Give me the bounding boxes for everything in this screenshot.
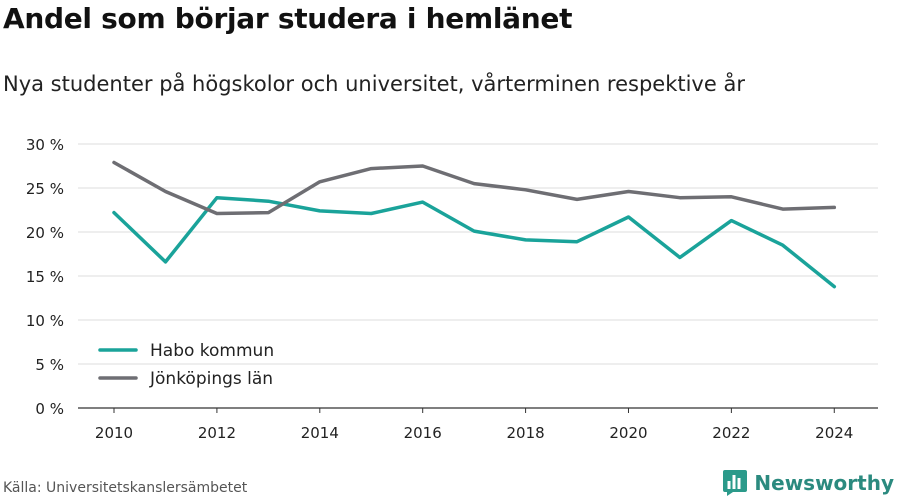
series-line-habo-kommun	[112, 195, 837, 289]
x-tick-label: 2010	[95, 424, 133, 442]
data-series	[112, 160, 837, 289]
series-line-jonkopings-lan	[112, 160, 837, 216]
legend-label: Habo kommun	[150, 341, 274, 361]
chart-subtitle: Nya studenter på högskolor och universit…	[3, 72, 745, 96]
y-tick-label: 25 %	[26, 180, 64, 198]
y-tick-label: 30 %	[26, 136, 64, 154]
x-tick-label: 2022	[712, 424, 750, 442]
y-tick-label: 15 %	[26, 268, 64, 286]
gridlines	[78, 143, 878, 365]
brand-name: Newsworthy	[754, 471, 894, 495]
x-tick-label: 2014	[301, 424, 339, 442]
bar-chart-logo-icon	[723, 470, 748, 496]
legend-label: Jönköpings län	[149, 369, 273, 389]
y-tick-label: 20 %	[26, 224, 64, 242]
y-tick-label: 10 %	[26, 312, 64, 330]
x-tick-label: 2016	[404, 424, 442, 442]
chart-title: Andel som börjar studera i hemlänet	[3, 2, 573, 35]
x-tick-label: 2018	[506, 424, 544, 442]
source-note: Källa: Universitetskanslersämbetet	[3, 480, 248, 496]
x-tick-label: 2024	[815, 424, 853, 442]
y-tick-label: 5 %	[35, 356, 64, 374]
x-tick-label: 2012	[198, 424, 236, 442]
legend: Habo kommun Jönköpings län	[98, 341, 274, 389]
x-tick-label: 2020	[609, 424, 647, 442]
y-tick-label: 0 %	[35, 400, 64, 418]
y-axis: 0 % 5 % 10 % 15 % 20 % 25 % 30 %	[26, 136, 64, 418]
newsworthy-brand: Newsworthy	[722, 469, 894, 497]
x-axis: 2010 2012 2014 2016 2018 2020 2022 2024	[78, 407, 878, 442]
